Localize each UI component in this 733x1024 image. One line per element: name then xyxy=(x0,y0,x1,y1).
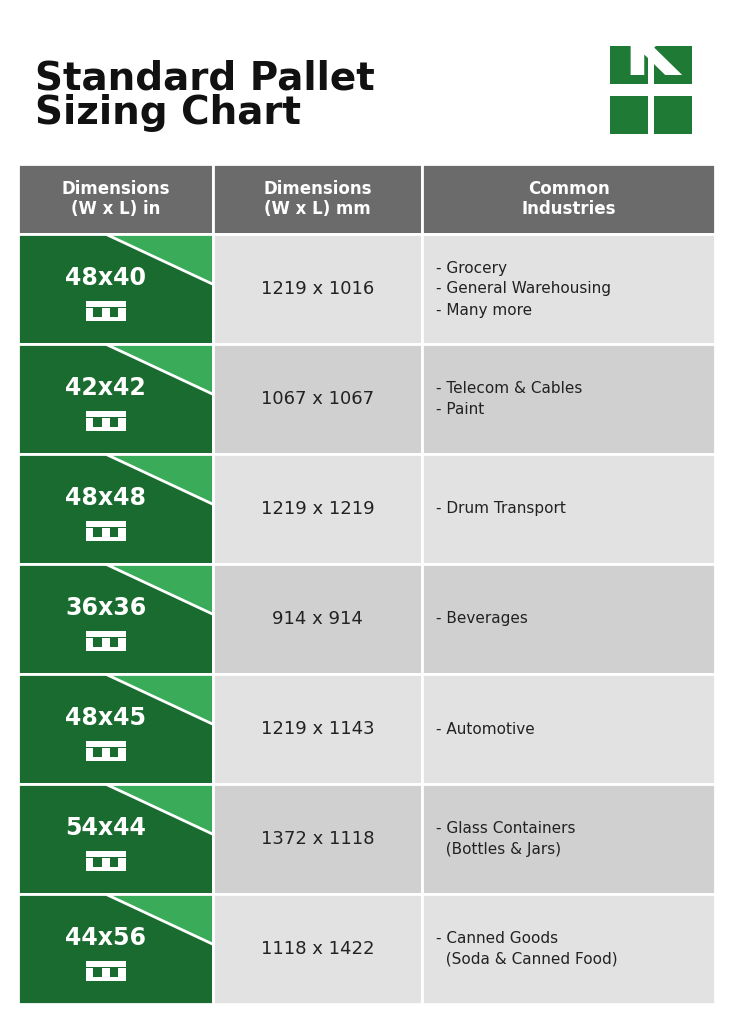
Text: 1219 x 1016: 1219 x 1016 xyxy=(261,280,375,298)
FancyBboxPatch shape xyxy=(118,638,126,648)
FancyBboxPatch shape xyxy=(118,419,126,428)
Text: - Beverages: - Beverages xyxy=(436,611,528,627)
FancyBboxPatch shape xyxy=(18,894,213,1004)
FancyBboxPatch shape xyxy=(102,419,110,428)
Text: 44x56: 44x56 xyxy=(65,926,147,950)
Text: - Telecom & Cables
- Paint: - Telecom & Cables - Paint xyxy=(436,381,583,417)
Text: Standard Pallet: Standard Pallet xyxy=(35,59,375,97)
FancyBboxPatch shape xyxy=(86,419,94,428)
FancyBboxPatch shape xyxy=(18,564,213,674)
Text: 1372 x 1118: 1372 x 1118 xyxy=(261,830,375,848)
FancyBboxPatch shape xyxy=(654,46,692,84)
FancyBboxPatch shape xyxy=(86,749,94,758)
FancyBboxPatch shape xyxy=(422,454,715,564)
FancyBboxPatch shape xyxy=(102,528,110,538)
Text: - Drum Transport: - Drum Transport xyxy=(436,502,566,516)
Text: 1219 x 1143: 1219 x 1143 xyxy=(261,720,375,738)
FancyBboxPatch shape xyxy=(118,969,126,978)
FancyBboxPatch shape xyxy=(18,344,213,454)
FancyBboxPatch shape xyxy=(102,638,110,648)
FancyBboxPatch shape xyxy=(18,454,213,564)
Text: - Glass Containers
  (Bottles & Jars): - Glass Containers (Bottles & Jars) xyxy=(436,821,575,857)
FancyBboxPatch shape xyxy=(86,758,126,762)
FancyBboxPatch shape xyxy=(18,784,213,894)
Text: 54x44: 54x44 xyxy=(65,816,147,840)
FancyBboxPatch shape xyxy=(610,46,648,84)
Text: Dimensions
(W x L) in: Dimensions (W x L) in xyxy=(62,179,170,218)
FancyBboxPatch shape xyxy=(610,96,648,134)
Text: 48x48: 48x48 xyxy=(65,486,147,510)
Text: 1067 x 1067: 1067 x 1067 xyxy=(261,390,375,408)
FancyBboxPatch shape xyxy=(422,894,715,1004)
FancyBboxPatch shape xyxy=(86,961,126,967)
FancyBboxPatch shape xyxy=(213,234,422,344)
FancyBboxPatch shape xyxy=(86,301,126,306)
Text: 36x36: 36x36 xyxy=(65,596,147,620)
Text: - Automotive: - Automotive xyxy=(436,722,535,736)
FancyBboxPatch shape xyxy=(118,749,126,758)
FancyBboxPatch shape xyxy=(118,858,126,868)
FancyBboxPatch shape xyxy=(86,867,126,871)
FancyBboxPatch shape xyxy=(213,164,422,234)
Text: - Canned Goods
  (Soda & Canned Food): - Canned Goods (Soda & Canned Food) xyxy=(436,931,618,967)
FancyBboxPatch shape xyxy=(18,234,213,344)
FancyBboxPatch shape xyxy=(86,969,94,978)
FancyBboxPatch shape xyxy=(213,784,422,894)
FancyBboxPatch shape xyxy=(422,164,715,234)
FancyBboxPatch shape xyxy=(86,317,126,322)
Text: K: K xyxy=(623,22,679,90)
FancyBboxPatch shape xyxy=(86,308,94,317)
Text: Common
Industries: Common Industries xyxy=(521,179,616,218)
Text: 1118 x 1422: 1118 x 1422 xyxy=(261,940,375,958)
FancyBboxPatch shape xyxy=(86,538,126,542)
FancyBboxPatch shape xyxy=(118,308,126,317)
Polygon shape xyxy=(106,674,213,724)
Polygon shape xyxy=(106,564,213,613)
Text: - Grocery
- General Warehousing
- Many more: - Grocery - General Warehousing - Many m… xyxy=(436,260,611,317)
FancyBboxPatch shape xyxy=(422,234,715,344)
FancyBboxPatch shape xyxy=(86,858,94,868)
FancyBboxPatch shape xyxy=(213,344,422,454)
FancyBboxPatch shape xyxy=(102,308,110,317)
Polygon shape xyxy=(106,234,213,284)
FancyBboxPatch shape xyxy=(86,638,94,648)
FancyBboxPatch shape xyxy=(422,674,715,784)
Polygon shape xyxy=(106,894,213,943)
FancyBboxPatch shape xyxy=(422,564,715,674)
Polygon shape xyxy=(106,344,213,393)
FancyBboxPatch shape xyxy=(86,740,126,746)
FancyBboxPatch shape xyxy=(422,344,715,454)
FancyBboxPatch shape xyxy=(86,427,126,431)
FancyBboxPatch shape xyxy=(422,784,715,894)
FancyBboxPatch shape xyxy=(118,528,126,538)
Text: 48x40: 48x40 xyxy=(65,266,147,290)
FancyBboxPatch shape xyxy=(213,674,422,784)
FancyBboxPatch shape xyxy=(86,647,126,651)
Polygon shape xyxy=(106,784,213,834)
Text: 1219 x 1219: 1219 x 1219 xyxy=(261,500,375,518)
FancyBboxPatch shape xyxy=(86,411,126,417)
FancyBboxPatch shape xyxy=(102,969,110,978)
FancyBboxPatch shape xyxy=(654,96,692,134)
FancyBboxPatch shape xyxy=(213,454,422,564)
FancyBboxPatch shape xyxy=(213,564,422,674)
Text: 42x42: 42x42 xyxy=(65,376,146,400)
FancyBboxPatch shape xyxy=(102,749,110,758)
FancyBboxPatch shape xyxy=(86,631,126,637)
FancyBboxPatch shape xyxy=(102,858,110,868)
FancyBboxPatch shape xyxy=(18,164,213,234)
Text: 914 x 914: 914 x 914 xyxy=(272,610,363,628)
FancyBboxPatch shape xyxy=(86,851,126,856)
FancyBboxPatch shape xyxy=(18,674,213,784)
Text: 48x45: 48x45 xyxy=(65,706,147,730)
Text: Sizing Chart: Sizing Chart xyxy=(35,94,301,132)
Polygon shape xyxy=(106,454,213,504)
FancyBboxPatch shape xyxy=(86,528,94,538)
FancyBboxPatch shape xyxy=(213,894,422,1004)
Text: Dimensions
(W x L) mm: Dimensions (W x L) mm xyxy=(263,179,372,218)
FancyBboxPatch shape xyxy=(86,521,126,526)
FancyBboxPatch shape xyxy=(86,977,126,981)
